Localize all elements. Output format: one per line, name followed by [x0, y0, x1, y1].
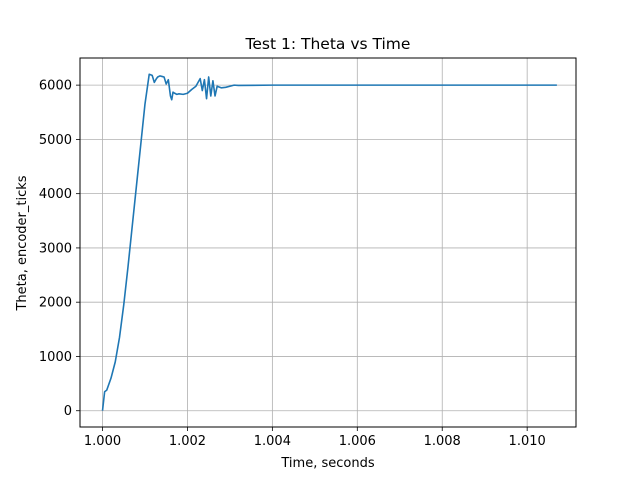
y-tick-label: 4000 — [39, 187, 72, 202]
x-tick-label: 1.000 — [84, 434, 121, 449]
y-tick-label: 2000 — [39, 296, 72, 311]
x-tick-label: 1.004 — [254, 434, 291, 449]
axes-frame — [79, 57, 577, 428]
x-axis-label: Time, seconds — [280, 456, 374, 471]
y-axis-label: Theta, encoder_ticks — [15, 175, 30, 311]
y-tick-label: 0 — [64, 404, 72, 419]
y-tick-label: 5000 — [39, 133, 72, 148]
y-tick-label: 3000 — [39, 241, 72, 256]
y-tick-label: 1000 — [39, 350, 72, 365]
x-tick-label: 1.002 — [169, 434, 206, 449]
y-tick-label: 6000 — [39, 79, 72, 94]
y-axis: 0 1000 2000 3000 4000 5000 6000 — [39, 79, 80, 419]
x-tick-label: 1.010 — [509, 434, 546, 449]
plot-area — [101, 73, 557, 411]
chart-title: Test 1: Theta vs Time — [245, 35, 411, 53]
x-axis: 1.000 1.002 1.004 1.006 1.008 1.010 — [84, 427, 546, 449]
x-tick-label: 1.008 — [424, 434, 461, 449]
series-line — [101, 73, 557, 411]
x-tick-label: 1.006 — [339, 434, 376, 449]
